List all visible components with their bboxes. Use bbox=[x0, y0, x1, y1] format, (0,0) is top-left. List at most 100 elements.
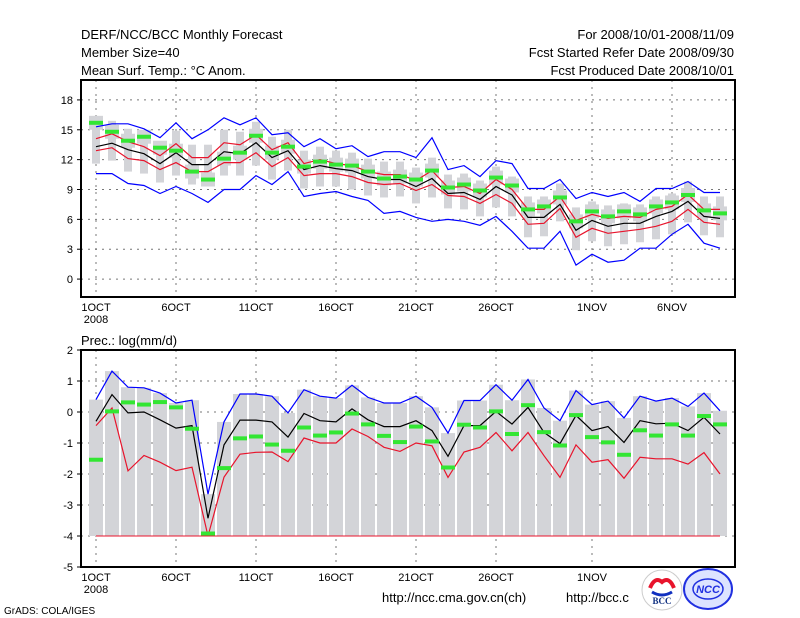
observation-mark bbox=[329, 162, 343, 167]
observation-mark bbox=[601, 440, 615, 445]
produced-date: Fcst Produced Date 2008/10/01 bbox=[550, 63, 734, 78]
member-range-bar bbox=[233, 394, 247, 536]
observation-mark bbox=[313, 433, 327, 438]
member-size: Member Size=40 bbox=[81, 45, 180, 60]
member-range-bar bbox=[393, 403, 407, 536]
x-tick-label: 1OCT bbox=[81, 302, 111, 314]
observation-mark bbox=[137, 134, 151, 139]
series-line-mean bbox=[95, 141, 721, 232]
member-range-bar bbox=[665, 398, 679, 536]
series-line-mean bbox=[95, 393, 721, 519]
member-range-bar bbox=[105, 371, 119, 536]
observation-mark bbox=[377, 176, 391, 181]
observation-mark bbox=[297, 425, 311, 430]
bcc-link[interactable]: http://bcc.c bbox=[566, 590, 629, 605]
observation-mark bbox=[633, 428, 647, 433]
series-line-upper bbox=[95, 117, 720, 203]
series-line-spread-low bbox=[95, 147, 721, 239]
member-range-bar bbox=[249, 394, 263, 536]
member-range-bar bbox=[92, 125, 100, 164]
observation-mark bbox=[345, 163, 359, 168]
series-line-lower bbox=[96, 170, 721, 266]
observation-mark bbox=[521, 403, 535, 408]
member-range-bar bbox=[540, 196, 548, 237]
observation-mark bbox=[505, 432, 519, 437]
observation-mark bbox=[617, 452, 631, 457]
observation-mark bbox=[585, 209, 599, 214]
observation-mark bbox=[137, 402, 151, 407]
observation-mark bbox=[441, 465, 455, 470]
start-date: Fcst Started Refer Date 2008/09/30 bbox=[529, 45, 734, 60]
observation-mark bbox=[153, 400, 167, 405]
observation-mark bbox=[553, 443, 567, 448]
observation-mark bbox=[297, 164, 311, 169]
observation-mark bbox=[473, 425, 487, 430]
observation-mark bbox=[569, 219, 583, 224]
forecast-period: For 2008/10/01-2008/11/09 bbox=[577, 27, 734, 42]
member-range-bar bbox=[121, 387, 135, 536]
observation-mark bbox=[409, 177, 423, 182]
observation-mark bbox=[681, 433, 695, 438]
observation-mark bbox=[409, 424, 423, 429]
observation-mark bbox=[537, 204, 551, 209]
observation-mark bbox=[153, 145, 167, 150]
member-range-bar bbox=[668, 193, 676, 235]
observation-mark bbox=[425, 168, 439, 173]
observation-mark bbox=[313, 159, 327, 164]
observation-mark bbox=[601, 214, 615, 219]
ncc-link[interactable]: http://ncc.cma.gov.cn(ch) bbox=[382, 590, 526, 605]
x-tick-label: 16OCT bbox=[318, 572, 354, 584]
member-range-bar bbox=[313, 396, 327, 536]
observation-mark bbox=[585, 435, 599, 440]
x-tick-label: 11OCT bbox=[239, 572, 274, 584]
x-tick-label: 16OCT bbox=[318, 302, 354, 314]
y-tick-label: 0 bbox=[67, 407, 73, 419]
footer: GrADS: COLA/IGES http://ncc.cma.gov.cn(c… bbox=[4, 568, 733, 617]
member-range-bar bbox=[108, 120, 116, 161]
observation-mark bbox=[713, 422, 727, 427]
member-range-bar bbox=[588, 201, 596, 242]
member-range-bar bbox=[156, 142, 164, 183]
observation-mark bbox=[649, 204, 663, 209]
y-tick-label: -4 bbox=[63, 531, 73, 543]
y-tick-label: -5 bbox=[63, 562, 73, 574]
member-range-bar bbox=[476, 180, 484, 217]
observation-mark bbox=[441, 185, 455, 190]
member-range-bar bbox=[137, 387, 151, 536]
member-range-bar bbox=[569, 390, 583, 536]
bcc-logo: BCC bbox=[641, 569, 683, 611]
member-range-bar bbox=[377, 403, 391, 536]
observation-mark bbox=[169, 405, 183, 410]
observation-mark bbox=[713, 211, 727, 216]
member-range-bar bbox=[649, 401, 663, 536]
observation-mark bbox=[425, 439, 439, 444]
observation-mark bbox=[393, 174, 407, 179]
observation-mark bbox=[201, 531, 215, 536]
observation-mark bbox=[265, 150, 279, 155]
observation-mark bbox=[633, 212, 647, 217]
observation-mark bbox=[345, 411, 359, 416]
y-tick-label: -1 bbox=[63, 438, 73, 450]
svg-text:BCC: BCC bbox=[652, 596, 671, 606]
observation-mark bbox=[457, 182, 471, 187]
member-range-bar bbox=[572, 207, 580, 251]
series-line-lower bbox=[95, 406, 721, 537]
member-range-bar bbox=[617, 417, 631, 536]
observation-mark bbox=[697, 208, 711, 213]
x-tick-label: 26OCT bbox=[478, 572, 514, 584]
observation-mark bbox=[281, 144, 295, 149]
series-line-upper bbox=[95, 370, 721, 495]
chart-title: DERF/NCC/BCC Monthly Forecast bbox=[81, 27, 283, 42]
x-tick-label: 6NOV bbox=[657, 302, 688, 314]
member-range-bar bbox=[281, 412, 295, 536]
observation-mark bbox=[121, 400, 135, 405]
member-range-bar bbox=[457, 400, 471, 536]
plot-frame bbox=[80, 79, 736, 298]
observation-mark bbox=[249, 133, 263, 138]
y-tick-label: 3 bbox=[67, 244, 73, 256]
member-range-bar bbox=[265, 396, 279, 536]
observation-mark bbox=[617, 209, 631, 214]
observation-mark bbox=[105, 129, 119, 134]
